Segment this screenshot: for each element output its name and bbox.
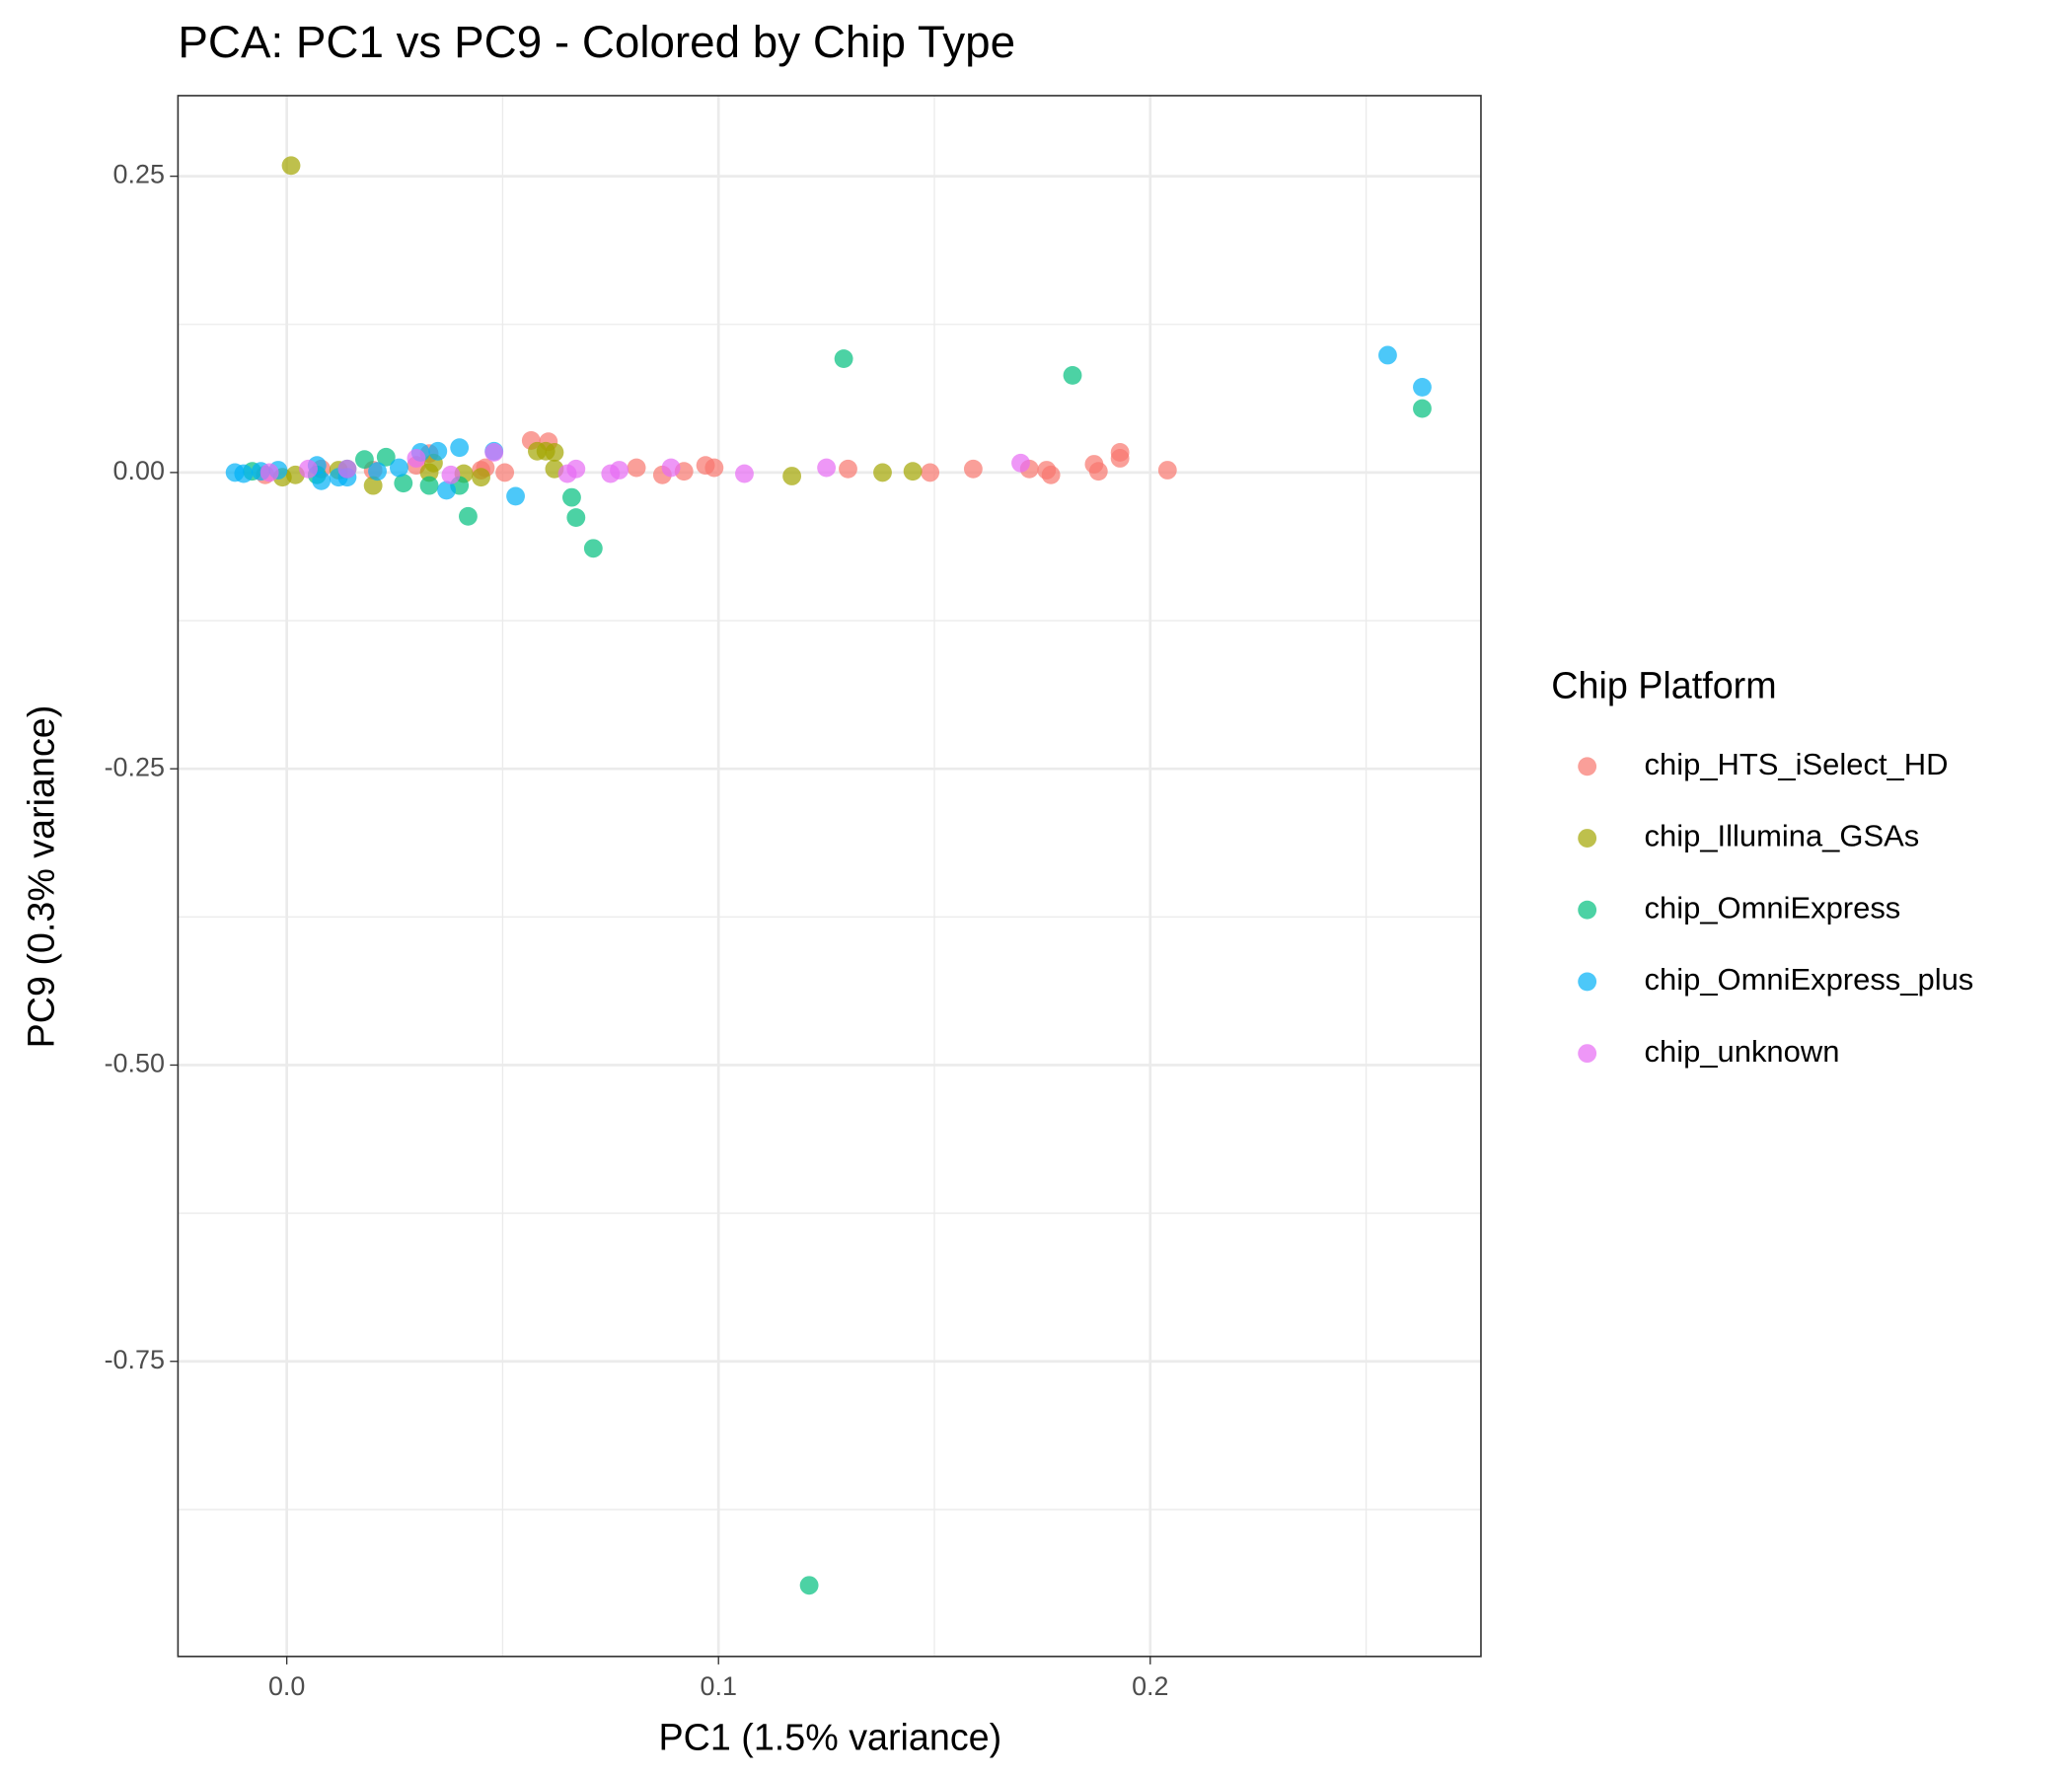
data-point	[610, 461, 629, 480]
legend-title: Chip Platform	[1551, 664, 1776, 705]
data-point	[259, 463, 279, 482]
data-point	[299, 459, 318, 479]
y-tick-label: 0.00	[113, 456, 165, 485]
data-point	[394, 474, 413, 493]
data-point	[484, 443, 504, 462]
data-point	[281, 156, 301, 176]
data-point	[506, 486, 525, 506]
data-point	[437, 481, 456, 500]
data-point	[782, 467, 802, 485]
y-tick-label: -0.50	[105, 1049, 165, 1078]
data-point	[799, 1576, 819, 1595]
data-point	[583, 539, 603, 558]
data-point	[873, 463, 892, 482]
data-point	[363, 476, 383, 495]
data-point	[419, 476, 439, 495]
legend-label: chip_unknown	[1645, 1034, 1840, 1069]
data-point	[661, 458, 681, 478]
data-point	[1413, 377, 1432, 397]
legend-label: chip_OmniExpress_plus	[1645, 962, 1974, 997]
data-point	[337, 459, 357, 479]
plot-border	[177, 95, 1482, 1658]
data-point	[1041, 465, 1061, 484]
data-point	[1088, 462, 1108, 481]
data-point	[472, 468, 490, 487]
data-point	[419, 463, 439, 482]
x-axis-label: PC1 (1.5% variance)	[658, 1717, 1001, 1758]
data-point	[735, 464, 754, 483]
x-tick-label: 0.2	[1132, 1671, 1168, 1701]
y-tick-label: 0.25	[113, 160, 165, 189]
data-point	[368, 462, 387, 481]
data-point	[312, 471, 332, 490]
data-point	[1063, 365, 1082, 385]
data-point	[557, 464, 577, 483]
data-point	[428, 441, 448, 461]
x-tick-label: 0.0	[268, 1671, 305, 1701]
data-point	[1378, 345, 1397, 365]
y-tick-label: -0.25	[105, 752, 165, 781]
legend-marker	[1578, 900, 1597, 920]
data-point	[704, 458, 724, 478]
data-point	[903, 462, 923, 481]
data-point	[354, 450, 374, 470]
data-point	[963, 459, 983, 479]
data-point	[1413, 399, 1432, 418]
legend-marker	[1578, 829, 1597, 848]
data-point	[562, 487, 581, 507]
data-point	[1011, 453, 1030, 473]
data-point	[376, 447, 396, 467]
data-point	[545, 443, 564, 462]
legend-marker	[1578, 1044, 1597, 1064]
data-point	[839, 459, 857, 479]
data-point	[234, 464, 254, 483]
data-point	[834, 349, 853, 369]
legend-marker	[1578, 972, 1597, 992]
x-tick-label: 0.1	[701, 1671, 737, 1701]
data-point	[441, 465, 461, 484]
data-point	[495, 463, 515, 482]
data-point	[817, 458, 837, 478]
data-point	[450, 438, 470, 458]
y-tick-label: -0.75	[105, 1345, 165, 1374]
data-point	[389, 458, 408, 478]
data-point	[407, 449, 426, 468]
y-axis-label: PC9 (0.3% variance)	[20, 705, 61, 1049]
legend-label: chip_OmniExpress	[1645, 890, 1901, 925]
data-point	[459, 506, 478, 526]
legend-marker	[1578, 757, 1597, 777]
data-point	[1157, 461, 1177, 480]
data-point	[921, 463, 940, 482]
data-point	[1110, 449, 1130, 468]
legend-label: chip_HTS_iSelect_HD	[1645, 747, 1949, 781]
legend-label: chip_Illumina_GSAs	[1645, 819, 1920, 853]
data-point	[627, 458, 646, 478]
chart-title: PCA: PC1 vs PC9 - Colored by Chip Type	[178, 17, 1015, 67]
data-point	[566, 508, 586, 527]
